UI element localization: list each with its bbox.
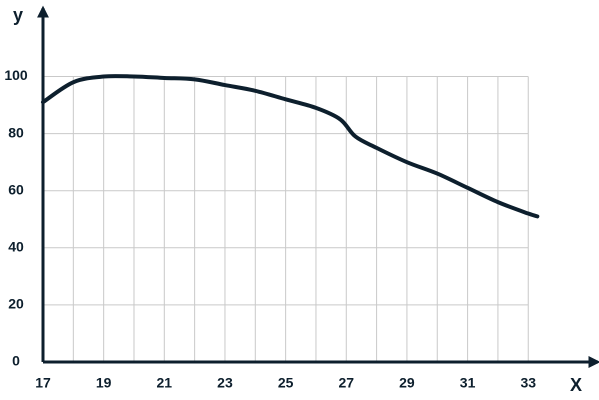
x-tick-label: 23 <box>217 375 233 391</box>
x-tick-label: 25 <box>278 375 294 391</box>
x-tick-label: 29 <box>399 375 415 391</box>
y-tick-label: 80 <box>8 124 24 140</box>
x-axis-label: X <box>570 375 582 395</box>
x-tick-label: 19 <box>96 375 112 391</box>
y-axis-label: y <box>13 5 23 25</box>
x-tick-label: 31 <box>460 375 476 391</box>
line <box>41 74 540 219</box>
x-tick-label: 33 <box>520 375 536 391</box>
y-tick-label: 0 <box>12 353 20 369</box>
y-tick-label: 40 <box>8 239 24 255</box>
y-tick-label: 100 <box>4 67 28 83</box>
x-tick-label: 17 <box>35 375 51 391</box>
y-tick-label: 60 <box>8 181 24 197</box>
x-tick-label: 27 <box>338 375 354 391</box>
x-tick-label: 21 <box>157 375 173 391</box>
y-tick-label: 20 <box>8 296 24 312</box>
